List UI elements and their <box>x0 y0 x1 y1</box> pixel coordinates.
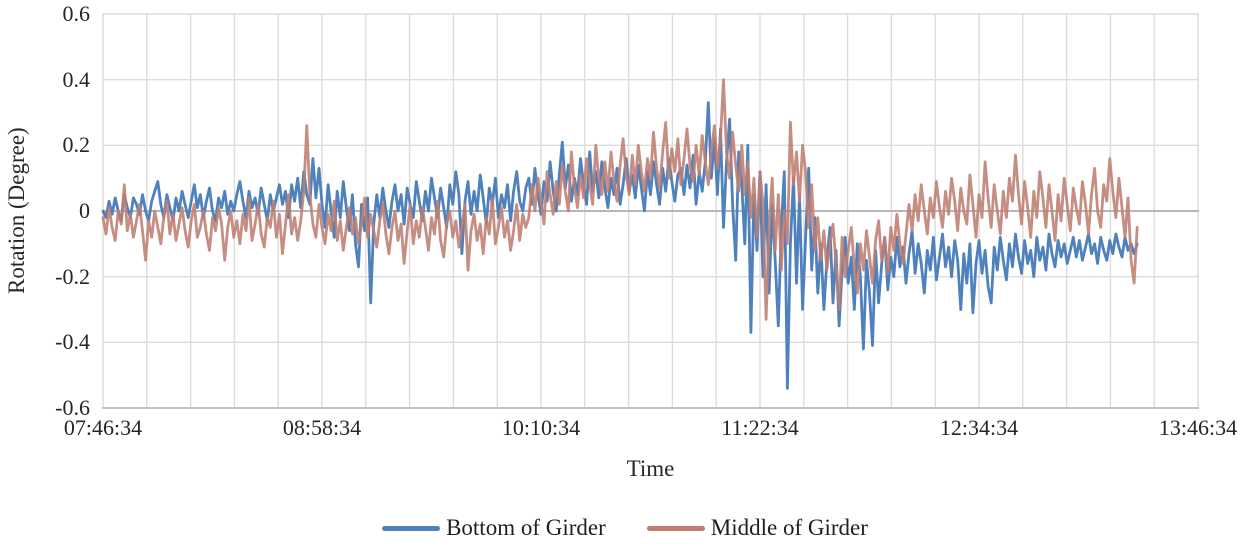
legend-item-middle-of-girder: Middle of Girder <box>646 515 868 541</box>
legend-label: Bottom of Girder <box>446 515 606 540</box>
x-tick-label: 13:46:34 <box>1158 415 1238 440</box>
y-tick-label: 0.4 <box>62 66 91 92</box>
x-axis-title: Time <box>626 456 675 481</box>
y-tick-label: -0.6 <box>55 395 90 420</box>
legend-label: Middle of Girder <box>710 515 868 540</box>
y-tick-label: 0.6 <box>62 1 91 26</box>
x-tick-label: 07:46:34 <box>63 415 143 440</box>
legend-line-swatch <box>646 525 705 531</box>
series-line-middle-of-girder <box>101 78 1139 321</box>
x-tick-label: 10:10:34 <box>501 415 581 440</box>
x-tick-label: 12:34:34 <box>939 415 1019 440</box>
series-line-bottom-of-girder <box>101 101 1139 390</box>
y-tick-label: -0.4 <box>55 329 90 355</box>
legend-line-swatch <box>382 525 441 531</box>
x-tick-label: 08:58:34 <box>282 415 362 440</box>
y-axis-title: Rotation (Degree) <box>4 127 29 295</box>
y-tick-label: 0.2 <box>62 132 91 158</box>
legend: Bottom of Girder Middle of Girder <box>0 508 1250 548</box>
legend-item-bottom-of-girder: Bottom of Girder <box>382 515 606 541</box>
x-tick-label: 11:22:34 <box>721 415 799 440</box>
y-tick-label: -0.2 <box>55 263 90 289</box>
y-tick-label: 0 <box>79 198 90 223</box>
